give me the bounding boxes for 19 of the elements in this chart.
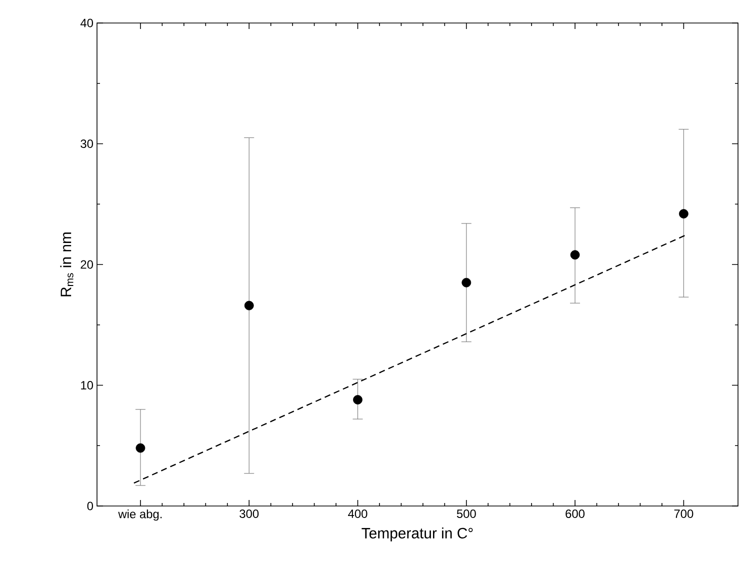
x-tick-label: wie abg.: [118, 510, 162, 521]
x-tick-label: 500: [456, 510, 476, 518]
point: [353, 395, 362, 404]
point: [244, 300, 254, 310]
y-tick-label: 30: [80, 140, 94, 148]
y-tick-label: 10: [81, 381, 94, 390]
y-axis-title: R$_{ms}$ in nm: [60, 232, 74, 296]
y-tick-label: 0: [87, 502, 94, 510]
point: [462, 278, 472, 288]
x-tick-label: 400: [348, 510, 368, 518]
point: [136, 443, 146, 453]
x-tick-label: 600: [566, 510, 585, 518]
y-tick-label: 20: [80, 260, 94, 269]
y-tick-label: 40: [80, 18, 94, 28]
x-tick-label: 700: [674, 510, 694, 518]
point: [678, 209, 688, 218]
x-axis-title: Temperatur in C°: [362, 528, 473, 542]
x-tick-label: 300: [240, 510, 259, 518]
point: [570, 250, 580, 260]
